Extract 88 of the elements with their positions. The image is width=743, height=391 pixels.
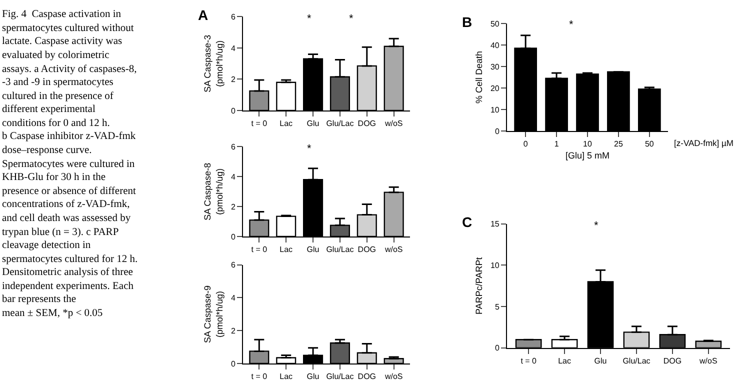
x-tick-label: 50: [644, 140, 654, 149]
y-axis-title: % Cell Death: [474, 51, 484, 104]
x-tick-label: Glu/Lac: [326, 119, 354, 128]
y-tick-label: 6: [230, 260, 236, 270]
y-tick-label: 15: [490, 220, 500, 229]
y-axis-title: PARPc/PARPt: [474, 256, 484, 314]
text: assays. a Activity of caspases-8,: [2, 64, 137, 75]
annotation: *: [307, 143, 312, 155]
x-tick-label: w/oS: [384, 245, 403, 254]
x-tick-label: Glu/Lac: [326, 245, 354, 254]
y-tick-label: 2: [230, 326, 236, 336]
text: concentrations of z-VAD-fmk,: [2, 199, 130, 210]
x-tick-label: Glu: [306, 245, 320, 254]
x-tick-label: w/oS: [698, 356, 718, 366]
y-tick-label: 5: [494, 302, 500, 312]
x-tick-label: 0: [523, 140, 528, 149]
text: and cell death was assessed by: [2, 213, 132, 224]
y-tick-label: 6: [230, 12, 236, 22]
y-tick-label: 4: [230, 172, 236, 182]
x-tick-label: 25: [614, 140, 624, 149]
text: cleavage detection in: [2, 240, 92, 251]
chart-title: A: [198, 7, 208, 23]
annotation: *: [569, 19, 574, 31]
text: [z-VAD-fmk] µM: [674, 138, 734, 148]
y-tick-label: 10: [490, 260, 500, 270]
y-axis-title: SA Caspase-9 (pmol*h/ug): [202, 285, 224, 343]
x-tick-label: Glu: [306, 372, 320, 382]
y-tick-label: 20: [490, 84, 500, 93]
x-tick-label: w/oS: [384, 119, 403, 128]
annotation: *: [307, 13, 312, 25]
y-axis-title: SA Caspase-8 (pmol*h/ug): [202, 162, 224, 220]
text: spermatocytes cultured without: [2, 23, 134, 34]
y-tick-label: 4: [230, 294, 236, 303]
text: -3 and -9 in spermatocytes: [2, 77, 114, 88]
y-tick-label: 0: [494, 126, 500, 136]
y-tick-label: 40: [490, 40, 500, 50]
annotation: *: [594, 220, 599, 232]
caption: Fig. 4 Caspase activation in: [2, 9, 122, 20]
x-tick-label: DOG: [358, 119, 376, 128]
x-tick-label: t = 0: [520, 356, 538, 366]
y-tick-label: 0: [230, 232, 236, 242]
x-tick-label: 10: [583, 140, 592, 149]
y-tick-label: 4: [230, 44, 236, 53]
x-tick-label: Lac: [280, 245, 293, 254]
y-tick-label: 0: [494, 344, 500, 353]
text: conditions for 0 and 12 h.: [2, 118, 110, 129]
text: presence or absence of different: [2, 186, 136, 197]
y-tick-label: 0: [230, 106, 236, 116]
x-axis-title: [Glu] 5 mM: [565, 150, 610, 160]
x-tick-label: Glu/Lac: [326, 372, 354, 382]
text: lactate. Caspase activity was: [2, 36, 122, 47]
y-tick-label: 10: [490, 105, 500, 114]
text: mean ± SEM, *p < 0.05: [2, 308, 103, 319]
y-tick-label: 2: [230, 75, 236, 84]
x-tick-label: Lac: [280, 372, 293, 382]
text: Densitometric analysis of three: [2, 267, 134, 278]
x-tick-label: t = 0: [251, 119, 268, 128]
chart-title: B: [462, 14, 472, 30]
x-tick-label: Glu: [594, 356, 607, 366]
y-tick-label: 30: [490, 62, 500, 72]
chart-title: C: [462, 214, 472, 230]
annotation: *: [349, 13, 354, 25]
text: independent experiments. Each: [2, 281, 134, 292]
x-tick-label: t = 0: [251, 372, 268, 382]
text: trypan blue (n = 3). c PARP: [2, 227, 119, 238]
text: cultured in the presence of: [2, 91, 114, 102]
x-tick-label: DOG: [358, 245, 376, 254]
y-tick-label: 6: [230, 142, 236, 152]
text: different experimental: [2, 104, 96, 115]
text: b Caspase inhibitor z-VAD-fmk: [2, 131, 136, 142]
y-axis-title: SA Caspase-3 (pmol*h/ug): [202, 34, 224, 92]
x-tick-label: Glu: [306, 119, 320, 128]
x-tick-label: DOG: [663, 356, 682, 366]
y-tick-label: 2: [230, 202, 236, 212]
x-tick-label: t = 0: [251, 245, 268, 254]
x-tick-label: 1: [554, 140, 560, 149]
x-tick-label: Glu/Lac: [622, 356, 650, 366]
x-tick-label: DOG: [358, 372, 376, 382]
y-tick-label: 50: [490, 19, 500, 28]
x-tick-label: Lac: [280, 119, 293, 128]
text: dose–response curve.: [2, 145, 92, 156]
text: Spermatocytes were cultured in: [2, 159, 136, 170]
x-tick-label: Lac: [558, 356, 572, 366]
text: evaluated by colorimetric: [2, 50, 110, 61]
text: spermatocytes cultured for 12 h.: [2, 254, 138, 265]
text: bar represents the: [2, 294, 76, 305]
text: KHB-Glu for 30 h in the: [2, 172, 106, 183]
x-tick-label: w/oS: [384, 372, 403, 382]
